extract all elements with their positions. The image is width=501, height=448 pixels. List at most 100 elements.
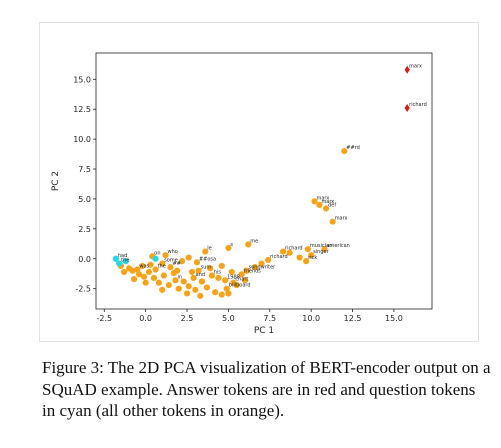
- point-labels: ##rdmarxmarxdefmarxmeamericanmusicianric…: [118, 64, 427, 289]
- other-token-point: [185, 283, 192, 290]
- other-token-point: [145, 268, 153, 276]
- y-tick-label: 0.0: [78, 255, 91, 264]
- other-token-point: [341, 147, 348, 155]
- other-token-point: [192, 286, 199, 293]
- x-axis-ticks: -2.5 0.0 2.5 5.0 7.5 10.0 12.5 15.0: [96, 309, 403, 323]
- point-label: ##rd: [346, 145, 360, 151]
- other-token-point: [159, 260, 166, 267]
- point-label: sum: [201, 265, 212, 271]
- y-tick-label: 5.0: [78, 195, 91, 204]
- y-tick-label: -2.5: [75, 285, 91, 294]
- other-token-point: [190, 274, 197, 281]
- question-token-point: [152, 255, 159, 262]
- point-label: had: [118, 253, 127, 259]
- other-token-point: [218, 262, 225, 270]
- question-token-point: [122, 258, 129, 265]
- other-token-point: [202, 248, 209, 255]
- figure-frame: [39, 22, 479, 342]
- point-label: richard: [270, 254, 288, 260]
- point-label: me: [250, 238, 258, 244]
- point-label: ##osa: [199, 256, 216, 262]
- x-tick-label: 2.5: [181, 314, 194, 323]
- point-label: singer: [313, 249, 329, 255]
- other-token-point: [225, 244, 232, 252]
- point-label: richard: [285, 246, 303, 252]
- point-label: the: [121, 258, 129, 264]
- point-label: the: [158, 264, 166, 270]
- x-tick-label: 10.0: [302, 314, 320, 323]
- x-tick-label: -2.5: [96, 314, 112, 323]
- other-token-point: [178, 258, 186, 265]
- point-label: his: [214, 270, 222, 276]
- point-label: billboard: [229, 283, 251, 289]
- other-token-point: [296, 254, 303, 261]
- y-axis-ticks: -2.5 0.0 2.5 5.0 7.5 10.0 12.5 15.0: [73, 75, 96, 294]
- pca-scatter-chart: -2.5 0.0 2.5 5.0 7.5 10.0 12.5 15.0 -2.5 0.0 2.5 5…: [51, 52, 433, 336]
- other-token-point: [316, 201, 323, 209]
- y-axis-title: PC 2: [51, 171, 61, 191]
- other-token-point: [223, 285, 230, 292]
- other-token-point: [238, 271, 245, 278]
- point-label: in: [177, 274, 182, 280]
- other-token-point: [228, 268, 235, 276]
- other-token-point: [245, 241, 252, 248]
- other-token-point: [258, 260, 265, 267]
- other-token-point: [207, 265, 214, 272]
- other-token-point: [188, 268, 196, 276]
- y-tick-label: 12.5: [73, 105, 91, 114]
- point-label: musician: [310, 243, 332, 249]
- question-token-point: [112, 255, 119, 262]
- other-token-point: [183, 290, 191, 297]
- point-label: songwriter: [249, 265, 277, 271]
- other-token-point: [195, 267, 202, 274]
- other-token-point: [303, 258, 310, 265]
- point-label: chart: [235, 277, 248, 283]
- point-label: s: [230, 242, 233, 248]
- point-label: def: [328, 203, 336, 209]
- point-label: american: [326, 243, 349, 249]
- other-token-point: [130, 275, 138, 283]
- other-token-point: [241, 277, 249, 284]
- point-label: rick: [308, 255, 317, 261]
- other-token-point: [152, 266, 159, 273]
- point-label: marx: [409, 64, 422, 70]
- other-token-point: [208, 272, 215, 279]
- x-tick-label: 0.0: [139, 314, 152, 323]
- point-label: marx: [335, 216, 348, 222]
- other-token-point: [212, 289, 219, 296]
- other-token-point: [167, 264, 174, 271]
- other-token-point: [162, 252, 169, 259]
- point-label: le: [207, 246, 211, 252]
- x-axis-title: PC 1: [254, 326, 274, 336]
- x-tick-label: 5.0: [222, 314, 235, 323]
- other-token-point: [321, 246, 328, 253]
- other-token-point: [304, 246, 311, 253]
- other-token-point: [218, 291, 225, 298]
- question-token-point: [116, 260, 123, 267]
- x-tick-label: 7.5: [263, 314, 276, 323]
- point-label: some: [164, 258, 178, 264]
- other-token-point: [198, 278, 206, 285]
- x-tick-label: 12.5: [344, 314, 362, 323]
- other-token-point: [140, 273, 148, 280]
- other-token-point: [279, 248, 287, 255]
- other-token-point: [142, 279, 149, 286]
- point-label: who: [168, 249, 178, 255]
- answer-token-point: [404, 104, 410, 113]
- other-token-point: [150, 274, 158, 281]
- other-token-point: [135, 271, 143, 278]
- y-tick-label: 10.0: [73, 135, 91, 144]
- other-token-point: [165, 281, 172, 289]
- y-tick-label: 2.5: [78, 225, 91, 234]
- other-token-point: [185, 254, 192, 261]
- data-points: [112, 65, 410, 299]
- other-token-point: [134, 266, 141, 273]
- other-token-point: [129, 267, 136, 274]
- other-token-point: [147, 261, 154, 268]
- other-token-point: [197, 292, 204, 299]
- y-tick-label: 7.5: [78, 165, 91, 174]
- point-label: friends: [244, 268, 262, 274]
- plot-area: [95, 52, 433, 310]
- other-token-point: [121, 268, 128, 276]
- other-token-point: [225, 290, 232, 297]
